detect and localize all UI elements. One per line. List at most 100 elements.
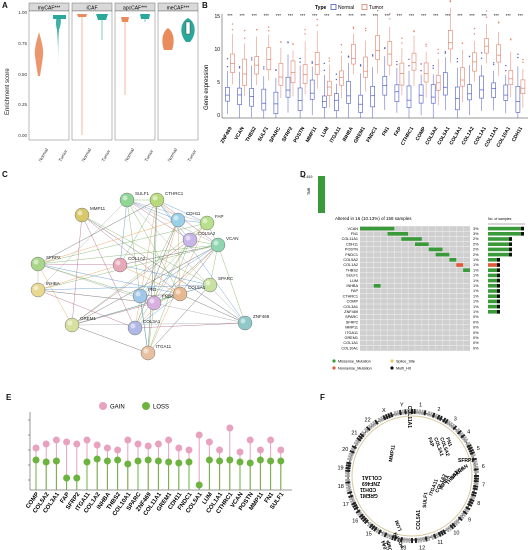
ideogram-band — [460, 433, 466, 439]
ideogram-band — [472, 462, 479, 466]
ideogram-band — [349, 450, 355, 454]
box-tumor — [278, 41, 284, 99]
chromosome-label: 4 — [467, 430, 470, 436]
ideogram-band — [463, 438, 469, 443]
ytick: 10 — [214, 47, 220, 53]
ideogram-band — [470, 493, 477, 497]
gene-label: COL5A2 — [343, 258, 358, 262]
gain-point — [134, 440, 142, 448]
network-edge — [37, 219, 179, 265]
network-node: SULF1 — [119, 191, 150, 208]
xlabel: Tumor — [58, 148, 69, 162]
gene-label: CDH11 — [346, 242, 358, 246]
network-edge — [139, 219, 179, 297]
tmb-label: TMB — [307, 187, 311, 195]
mutation-cell — [373, 284, 381, 288]
network-node: FAP — [199, 214, 224, 231]
ideogram-band — [345, 464, 351, 468]
panel-b-significance: *** *** *** *** *** *** *** *** *** *** *** *** *** *… — [227, 13, 523, 18]
node-label: COL5A1 — [188, 285, 206, 290]
loss-point — [42, 458, 50, 466]
significance-stars: *** — [506, 13, 512, 18]
circos-gene-label: ITGA11 — [428, 478, 440, 496]
ideogram-band — [353, 441, 359, 446]
ideogram-band — [463, 508, 470, 513]
box-normal — [370, 54, 375, 118]
network-node: VCAN — [210, 236, 239, 253]
gain-point — [205, 438, 213, 446]
gene-xlabel: FAP — [60, 492, 72, 505]
gain-point — [52, 436, 60, 444]
pct-label: 2% — [473, 237, 479, 241]
side-bar — [488, 289, 500, 293]
pct-label: 0% — [473, 320, 479, 324]
legend-tumor: Tumor — [369, 5, 384, 11]
pct-label: 1% — [473, 310, 479, 314]
pct-label: 1% — [473, 294, 479, 298]
pct-label: 1% — [473, 300, 479, 304]
network-edge — [153, 244, 219, 304]
panel-a-xlabels: Normal Tumor Normal Tumor Normal Tumor N… — [38, 147, 198, 162]
gain-point — [42, 440, 50, 448]
network-node: FN1 — [132, 287, 157, 304]
mutation-cell — [463, 268, 470, 272]
gain-point — [103, 444, 111, 452]
ideogram-band — [391, 534, 395, 541]
significance-stars: *** — [336, 13, 342, 18]
panel-c: C SULF1 CTHRC1 MMP11 CDH11 FAP COL5A2 VCAN SFRP… — [0, 165, 300, 390]
ideogram-band — [455, 519, 461, 525]
network-edge — [37, 263, 121, 266]
ideogram-band — [461, 436, 467, 441]
lollipop — [114, 446, 122, 490]
box-normal — [285, 41, 291, 113]
loss-point — [256, 456, 264, 464]
loss-point — [73, 474, 81, 482]
legend-loss: LOSS — [153, 405, 169, 411]
network-edge — [177, 219, 181, 295]
ideogram-band — [377, 529, 382, 535]
significance-stars: *** — [276, 13, 282, 18]
gain-point — [236, 448, 244, 456]
loss-point — [134, 457, 142, 465]
mutation-cell — [415, 242, 429, 246]
chromosome-label: 3 — [454, 416, 457, 422]
lollipop — [42, 440, 50, 490]
panel-c-label: C — [2, 170, 8, 179]
ideogram-band — [469, 498, 475, 502]
network-node: ZNF469 — [237, 314, 270, 331]
ideogram-band — [446, 420, 451, 426]
ideogram-band — [458, 431, 464, 437]
ideogram-band — [435, 532, 440, 539]
lollipop — [185, 446, 193, 490]
network-edge — [153, 302, 246, 324]
chromosome-label: Y — [400, 403, 404, 409]
ideogram-band — [471, 491, 477, 495]
network-edge — [126, 199, 191, 241]
ideogram-band — [459, 514, 465, 520]
ideogram-band — [352, 503, 358, 509]
node-label: SULF1 — [135, 191, 150, 196]
network-edge — [71, 239, 191, 326]
mutation-cell — [428, 247, 443, 252]
pct-label: 3% — [473, 227, 479, 231]
significance-stars: *** — [494, 13, 500, 18]
panel-d-label: D — [300, 170, 306, 179]
circos-gene-label: SULF1 — [422, 492, 429, 509]
network-node: COL5A1 — [172, 285, 206, 302]
network-edge — [147, 284, 211, 354]
network-edge — [134, 244, 219, 329]
box-normal — [237, 66, 242, 118]
box-tumor — [520, 58, 526, 108]
pct-label: 1% — [473, 289, 479, 293]
box-tumor — [423, 43, 429, 98]
loss-point — [93, 455, 101, 463]
box-tumor — [472, 27, 477, 82]
ideogram-band — [387, 412, 391, 419]
chromosome-label: 13 — [400, 545, 406, 550]
ideogram-band — [469, 451, 476, 455]
loss-point — [83, 458, 91, 466]
gene-xlabel: GREM1 — [353, 126, 367, 145]
gene-xlabel: MMP11 — [305, 126, 319, 144]
gain-point — [114, 446, 122, 454]
